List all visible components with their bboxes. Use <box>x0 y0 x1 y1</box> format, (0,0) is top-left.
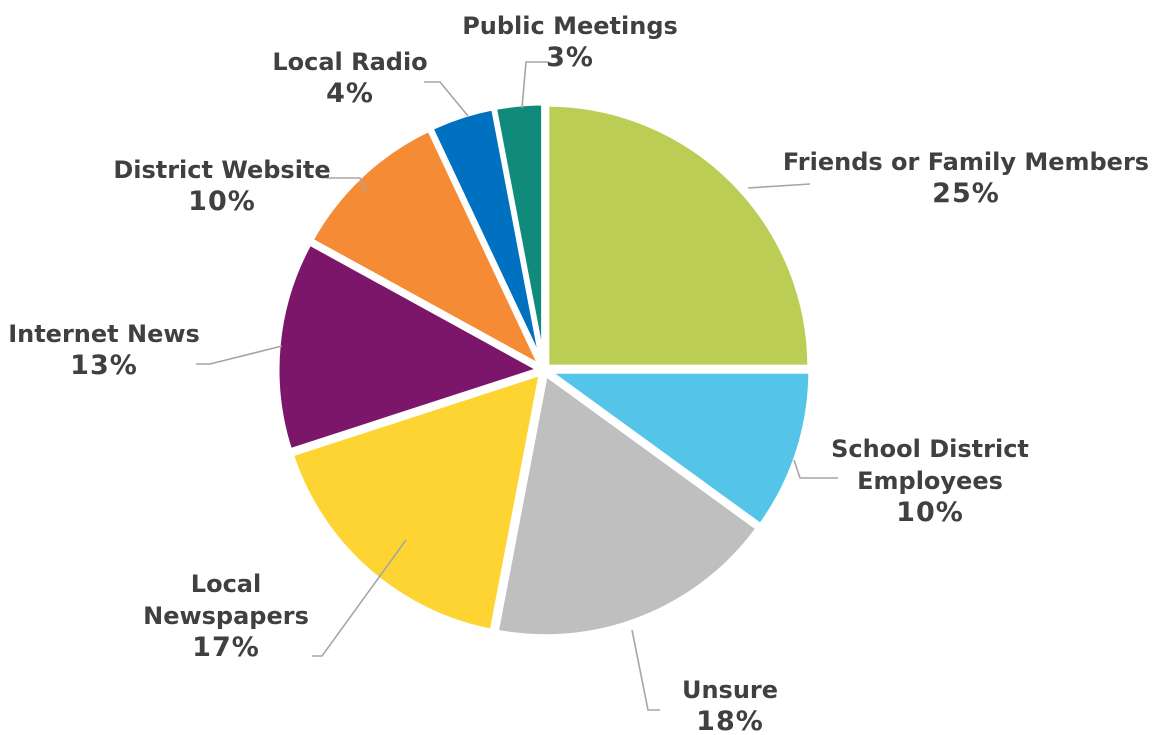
slice-label-unsure: Unsure 18% <box>682 676 778 735</box>
leader-line-local-newspapers <box>312 539 407 657</box>
leader-line-district-website <box>326 177 367 193</box>
pie-slice-unsure <box>493 371 761 640</box>
slice-value-label: 25% <box>932 178 1000 209</box>
leader-lines <box>196 61 838 711</box>
slice-value-label: 10% <box>188 186 256 217</box>
slice-value-label: 10% <box>896 497 964 528</box>
slice-label-line: Public Meetings <box>462 12 678 40</box>
pie-slice-friends-or-family-members <box>544 101 813 370</box>
slice-label-line: Newspapers <box>143 602 309 630</box>
slice-label-line: Local Radio <box>272 48 427 76</box>
slice-value-label: 13% <box>70 350 138 381</box>
leader-line-school-district-employees <box>793 459 838 479</box>
slice-label-local-newspapers: Local Newspapers 17% <box>143 570 309 663</box>
slice-label-line: Friends or Family Members <box>783 148 1149 176</box>
slice-label-internet-news: Internet News 13% <box>8 320 200 381</box>
slice-label-line: Unsure <box>682 676 778 704</box>
slice-label-public-meetings: Public Meetings 3% <box>462 12 678 73</box>
slice-label-line: Local <box>191 570 261 598</box>
pie-slices <box>274 100 814 640</box>
pie-slice-internet-news <box>274 240 543 454</box>
leader-line-public-meetings <box>521 61 548 109</box>
pie-slice-district-website <box>308 126 544 370</box>
leader-line-local-radio <box>424 81 469 117</box>
slice-label-line: School District <box>831 435 1029 463</box>
slice-label-local-radio: Local Radio 4% <box>272 48 427 109</box>
slice-label-district-website: District Website 10% <box>113 156 330 217</box>
slice-value-label: 4% <box>326 78 374 109</box>
pie-slice-local-newspapers <box>288 370 544 634</box>
slice-value-label: 17% <box>192 632 260 663</box>
slice-label-line: Employees <box>857 467 1003 495</box>
leader-line-friends-or-family-members <box>747 183 811 189</box>
slice-label-line: District Website <box>113 156 330 184</box>
pie-slice-school-district-employees <box>545 368 814 529</box>
slice-value-label: 18% <box>696 706 764 735</box>
slice-label-line: Internet News <box>8 320 200 348</box>
slice-label-school-district-employees: School District Employees 10% <box>831 435 1029 528</box>
leader-line-internet-news <box>196 345 283 365</box>
leader-line-unsure <box>631 629 660 711</box>
slice-label-friends-or-family-members: Friends or Family Members 25% <box>783 148 1149 209</box>
pie-slice-public-meetings <box>491 100 547 369</box>
slice-value-label: 3% <box>546 42 594 73</box>
slice-labels: Friends or Family Members 25% School Distr… <box>8 12 1149 735</box>
